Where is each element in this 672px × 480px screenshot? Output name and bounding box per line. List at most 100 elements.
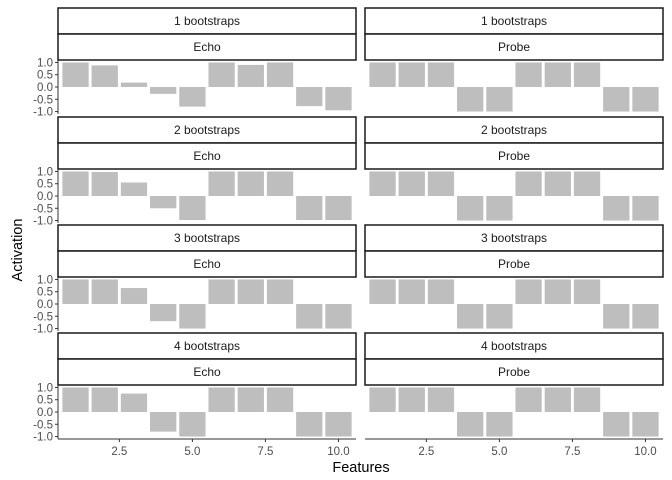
- facet-strip-col-label: Echo: [193, 149, 221, 163]
- y-tick-label: 0.0: [37, 191, 53, 203]
- panel: 3 bootstraps Echo 1.00.50.0-0.5-1.0: [33, 224, 357, 336]
- panel: 4 bootstraps Probe: [364, 332, 664, 437]
- facet-strip-row-label: 1 bootstraps: [481, 14, 547, 28]
- facet-strip-row-label: 1 bootstraps: [174, 14, 240, 28]
- panel: 3 bootstraps Probe: [364, 224, 664, 329]
- bar: [296, 412, 323, 437]
- x-tick-label: 10.0: [327, 446, 349, 458]
- bar: [179, 87, 206, 107]
- facet-strip-col: [364, 142, 664, 170]
- facet-strip-row: [57, 332, 357, 360]
- bar: [179, 304, 206, 329]
- facet-strip-row: [57, 7, 357, 35]
- bar: [208, 62, 235, 87]
- x-tick-label: 5.0: [184, 446, 200, 458]
- facet-strip-row: [57, 116, 357, 144]
- facet-strip-row-label: 2 bootstraps: [481, 123, 547, 137]
- facet-strip-col: [364, 358, 664, 386]
- bar: [573, 279, 601, 304]
- bar: [296, 196, 323, 221]
- bar: [632, 304, 659, 329]
- bar: [515, 171, 542, 196]
- panel: 4 bootstraps Echo 1.00.50.0-0.5-1.0: [33, 332, 357, 444]
- bar: [266, 171, 294, 196]
- y-tick-label: -0.5: [33, 203, 53, 215]
- bar: [62, 279, 89, 304]
- panel: 2 bootstraps Echo 1.00.50.0-0.5-1.0: [33, 116, 357, 228]
- y-tick-label: 0.5: [37, 179, 53, 191]
- bar: [544, 387, 571, 412]
- bar: [296, 304, 323, 329]
- bar: [62, 171, 89, 196]
- bar: [544, 171, 571, 196]
- y-tick-label: -0.5: [33, 419, 53, 431]
- bar: [266, 62, 294, 87]
- facet-strip-row: [364, 116, 664, 144]
- bar: [91, 387, 118, 412]
- bar: [486, 412, 513, 437]
- panel: 2 bootstraps Probe: [364, 116, 664, 221]
- bar: [369, 387, 396, 412]
- x-tick-label: 7.5: [257, 446, 273, 458]
- facet-strip-col: [57, 358, 357, 386]
- bar: [544, 62, 571, 87]
- y-tick-label: 0.5: [37, 70, 53, 82]
- bar: [266, 279, 294, 304]
- y-tick-label: 1.0: [37, 57, 53, 69]
- facet-strip-col: [364, 250, 664, 278]
- bar: [544, 279, 571, 304]
- facet-strip-row-label: 2 bootstraps: [174, 123, 240, 137]
- bar: [398, 62, 425, 87]
- facet-strip-row-label: 3 bootstraps: [481, 231, 547, 245]
- y-tick-label: -1.0: [33, 432, 53, 444]
- bar: [120, 288, 148, 304]
- bar: [486, 196, 513, 221]
- bar: [325, 196, 352, 221]
- bar: [457, 304, 484, 329]
- facet-strip-col: [57, 142, 357, 170]
- bar: [179, 196, 206, 221]
- bar: [515, 279, 542, 304]
- bar: [486, 87, 513, 112]
- bar: [62, 387, 89, 412]
- bar: [573, 62, 601, 87]
- facet-strip-col-label: Echo: [193, 257, 221, 271]
- bar: [427, 279, 455, 304]
- y-tick-label: 0.5: [37, 287, 53, 299]
- y-tick-label: -1.0: [33, 216, 53, 228]
- facet-strip-row-label: 4 bootstraps: [481, 339, 547, 353]
- y-tick-label: -0.5: [33, 94, 53, 106]
- bar: [427, 387, 455, 412]
- bar: [120, 82, 148, 87]
- x-axis-title: Features: [332, 460, 389, 476]
- bar: [603, 304, 630, 329]
- x-axis: 2.5 5.0 7.5 10.0 2.5 5.0 7.5 10.0: [58, 438, 663, 458]
- y-axis-title: Activation: [10, 219, 26, 282]
- bar: [515, 62, 542, 87]
- bar: [150, 412, 177, 432]
- bar: [515, 387, 542, 412]
- x-tick-label: 5.0: [491, 446, 507, 458]
- bar: [632, 412, 659, 437]
- bar: [296, 87, 323, 107]
- bar: [91, 279, 118, 304]
- x-tick-label: 2.5: [418, 446, 434, 458]
- bar: [325, 87, 352, 111]
- bar: [150, 87, 177, 94]
- bar: [91, 171, 118, 196]
- bar: [632, 87, 659, 112]
- y-tick-label: 0.0: [37, 407, 53, 419]
- bar: [120, 182, 148, 196]
- bar: [150, 196, 177, 209]
- bar: [457, 412, 484, 437]
- facet-strip-col: [57, 250, 357, 278]
- y-tick-label: 1.0: [37, 274, 53, 286]
- bar: [208, 387, 235, 412]
- bar: [179, 412, 206, 437]
- bar: [208, 171, 235, 196]
- bar: [369, 62, 396, 87]
- x-tick-label: 2.5: [111, 446, 127, 458]
- bar: [369, 171, 396, 196]
